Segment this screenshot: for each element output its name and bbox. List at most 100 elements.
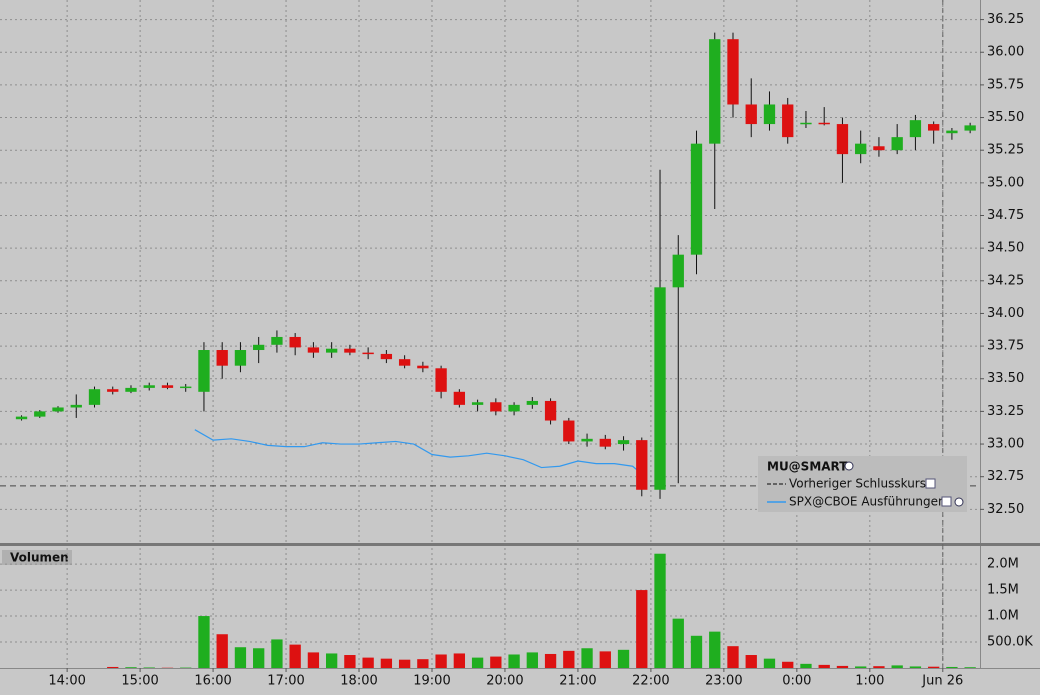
volume-bar	[855, 666, 867, 668]
volume-bar	[271, 639, 283, 668]
candle-body	[873, 146, 885, 151]
volume-bar	[928, 666, 940, 668]
candle-body	[15, 416, 28, 420]
volume-bar	[471, 657, 484, 668]
volume-bar	[563, 650, 575, 668]
candle-body	[672, 254, 684, 288]
y-tick-label: 1.0M	[987, 609, 1019, 624]
x-tick-label: 18:00	[340, 674, 377, 689]
candle-body	[161, 385, 174, 388]
candle-body	[180, 386, 192, 389]
candle-body	[836, 124, 849, 155]
volume-title: Volumen	[10, 551, 69, 565]
volume-bar	[636, 590, 648, 668]
candle-body	[253, 344, 265, 351]
x-tick-label: 23:00	[705, 674, 742, 689]
volume-bar	[727, 646, 739, 668]
volume-bar	[526, 652, 538, 668]
candle-body	[563, 420, 575, 442]
candle-body	[325, 348, 338, 353]
volume-bar	[946, 666, 958, 668]
candle-body	[362, 352, 374, 355]
volume-bar	[398, 659, 411, 668]
x-tick-label: 19:00	[413, 674, 450, 689]
volume-bar	[873, 666, 885, 668]
candle-body	[727, 39, 739, 105]
y-tick-label: 34.75	[987, 208, 1024, 223]
candle-body	[52, 407, 64, 412]
y-tick-label: 34.00	[987, 306, 1024, 321]
candle-body	[909, 120, 922, 138]
volume-bar	[325, 653, 338, 668]
legend-checkbox[interactable]	[941, 496, 952, 507]
candle-body	[526, 400, 538, 405]
candle-body	[471, 402, 484, 405]
y-tick-label: 35.25	[987, 143, 1024, 158]
candle-body	[88, 389, 101, 405]
candle-body	[891, 137, 903, 151]
volume-bar	[216, 634, 228, 668]
volume-bar	[836, 665, 849, 668]
volume-bar	[417, 659, 429, 668]
candle-body	[435, 368, 447, 392]
candle-body	[617, 440, 630, 445]
volume-bar	[745, 655, 757, 668]
candle-body	[490, 402, 502, 412]
volume-bar	[307, 652, 320, 668]
x-tick-label: Jun 26	[921, 674, 963, 689]
y-tick-label: 36.00	[987, 45, 1024, 60]
legend-icon[interactable]	[844, 461, 854, 471]
candle-body	[417, 365, 429, 369]
volume-bar	[490, 656, 502, 668]
y-tick-label: 33.50	[987, 371, 1024, 386]
candle-body	[964, 125, 976, 131]
volume-bar	[964, 667, 976, 668]
y-tick-label: 500.0K	[987, 635, 1033, 650]
volume-bar	[800, 663, 812, 668]
x-tick-label: 22:00	[632, 674, 669, 689]
y-tick-label: 32.75	[987, 469, 1024, 484]
legend-icon[interactable]	[954, 497, 964, 507]
y-tick-label: 35.50	[987, 110, 1024, 125]
y-tick-label: 1.5M	[987, 583, 1019, 598]
candle-body	[234, 350, 247, 366]
volume-bar	[234, 647, 247, 668]
legend-label: Vorheriger Schlusskurs	[789, 477, 926, 491]
candle-body	[271, 336, 283, 345]
volume-bar	[253, 648, 265, 668]
candle-body	[125, 387, 137, 392]
y-tick-label: 33.25	[987, 404, 1024, 419]
legend-title: MU@SMART	[767, 460, 848, 474]
candle-body	[34, 411, 46, 417]
volume-bar	[435, 654, 447, 668]
legend-label: SPX@CBOE Ausführungen	[789, 495, 946, 509]
candle-body	[946, 130, 958, 134]
volume-panel: Volumen	[2, 550, 72, 565]
volume-bar	[672, 618, 684, 668]
candle-body	[599, 438, 611, 447]
legend-checkbox[interactable]	[925, 478, 936, 489]
candle-body	[508, 404, 520, 412]
x-tick-label: 17:00	[267, 674, 304, 689]
candle-body	[380, 353, 393, 360]
x-tick-label: 14:00	[48, 674, 85, 689]
candle-body	[398, 359, 411, 366]
volume-bar	[380, 658, 393, 668]
volume-bar	[599, 651, 611, 668]
volume-bar	[782, 661, 794, 668]
candle-body	[143, 385, 155, 388]
volume-bar	[581, 648, 593, 668]
x-tick-label: 1:00	[855, 674, 884, 689]
legend: MU@SMART Vorheriger Schlusskurs SPX@CBOE…	[758, 456, 967, 512]
x-tick-label: 20:00	[486, 674, 523, 689]
candle-body	[855, 143, 867, 155]
y-tick-label: 32.50	[987, 502, 1024, 517]
volume-bar	[198, 616, 210, 668]
volume-bar	[362, 657, 374, 668]
candle-body	[745, 104, 757, 125]
volume-bar	[143, 667, 155, 668]
volume-bar	[289, 644, 301, 668]
spx-line	[194, 429, 644, 476]
volume-bar	[107, 666, 119, 668]
